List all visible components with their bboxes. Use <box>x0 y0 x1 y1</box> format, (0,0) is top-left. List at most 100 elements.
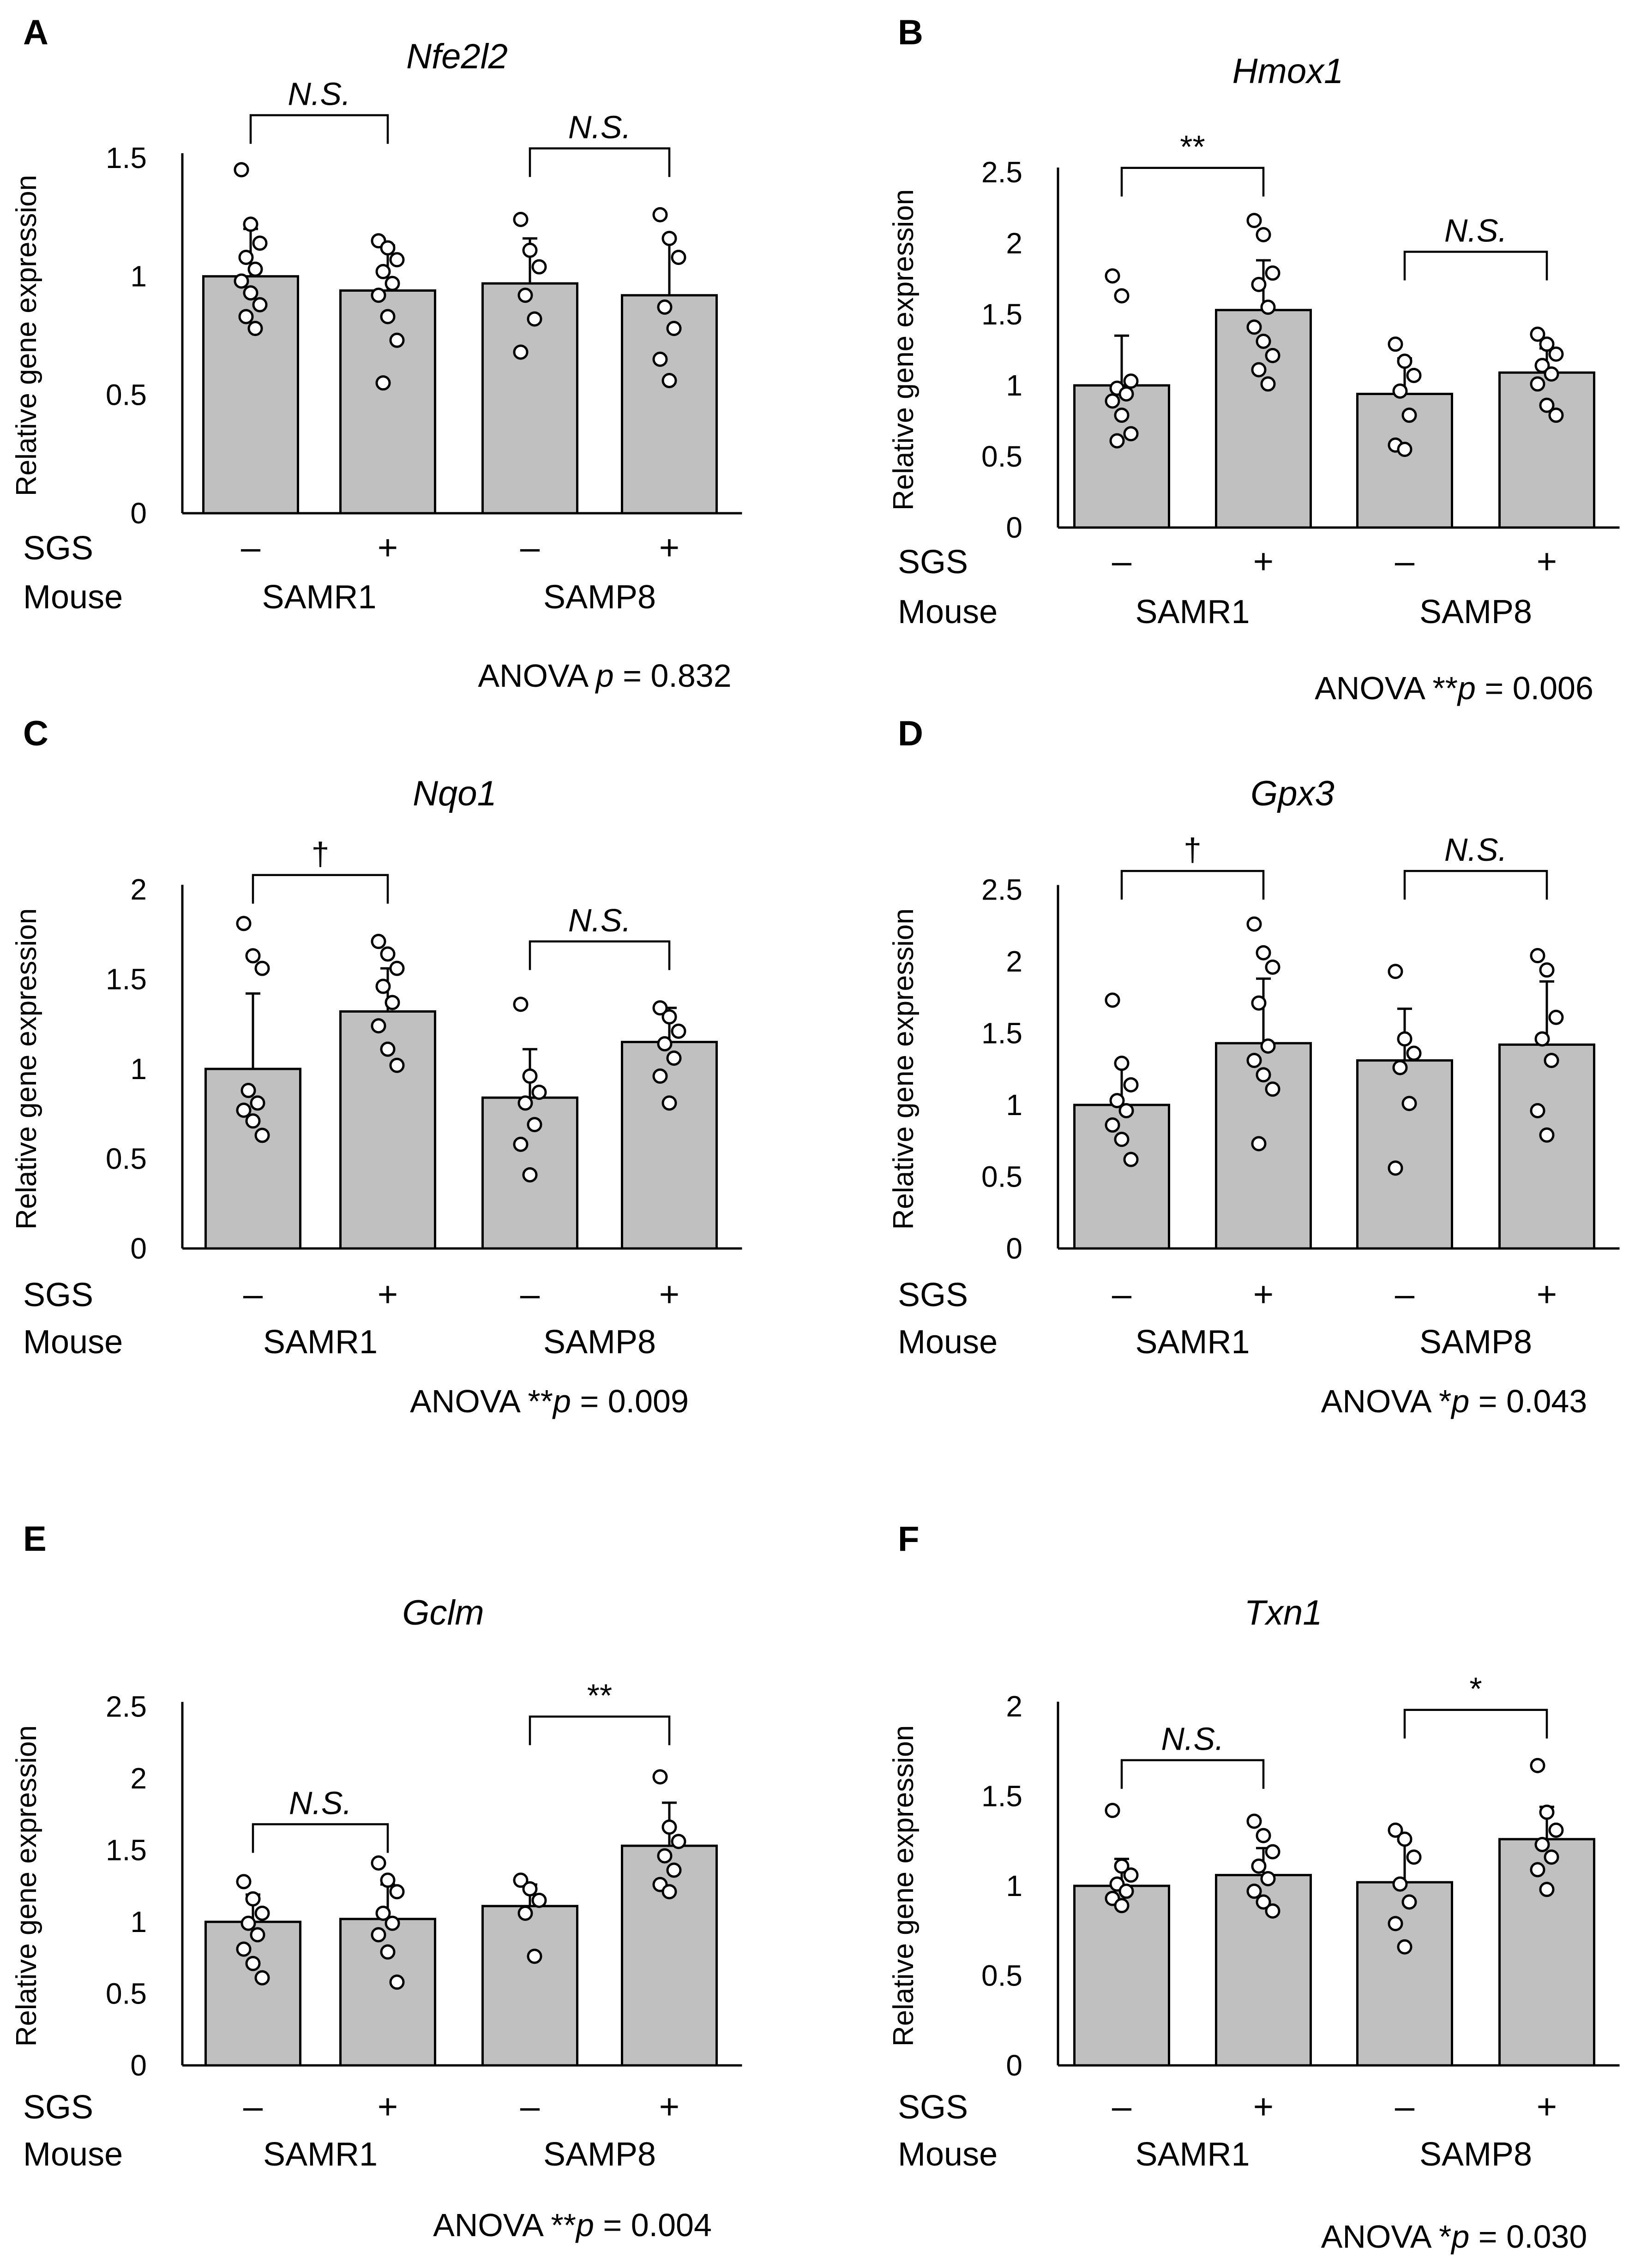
data-point <box>1398 443 1411 456</box>
data-point <box>667 1864 680 1877</box>
sgs-row-label: SGS <box>898 2089 968 2126</box>
data-point <box>381 1874 394 1887</box>
y-tick-label: 1.5 <box>106 963 147 996</box>
significance-label: N.S. <box>1444 212 1507 248</box>
anova-prefix: ANOVA <box>478 658 595 694</box>
data-point <box>1252 363 1265 376</box>
data-point <box>1252 1137 1265 1150</box>
data-point <box>528 1950 541 1963</box>
bar <box>1358 1882 1452 2065</box>
data-point <box>1252 278 1265 291</box>
data-point <box>1120 1104 1133 1117</box>
y-tick-label: 1.5 <box>106 141 147 174</box>
data-point <box>381 241 394 254</box>
data-point <box>249 322 262 335</box>
data-point <box>1248 1885 1261 1898</box>
significance-bracket <box>1405 252 1547 280</box>
data-point <box>663 1097 676 1110</box>
chart-title: Gpx3 <box>1250 774 1334 813</box>
data-point <box>523 1169 536 1182</box>
data-point <box>377 377 390 390</box>
data-point <box>1120 1885 1133 1898</box>
sgs-sign: – <box>1112 2087 1132 2126</box>
sgs-sign: – <box>1395 542 1415 581</box>
mouse-row-label: Mouse <box>898 594 998 630</box>
data-point <box>1266 960 1279 973</box>
data-point <box>523 1070 536 1083</box>
data-point <box>1262 1039 1274 1052</box>
significance-label: ** <box>1180 129 1205 165</box>
data-point <box>240 310 252 323</box>
data-point <box>1257 335 1270 348</box>
data-point <box>1407 1851 1420 1864</box>
data-point <box>1257 1068 1270 1081</box>
significance-bracket <box>1405 1710 1547 1739</box>
data-point <box>1257 946 1270 959</box>
data-point <box>1398 355 1411 368</box>
sgs-sign: + <box>1253 542 1274 581</box>
anova-stars: * <box>1439 1383 1451 1419</box>
significance-label: ** <box>587 1677 612 1713</box>
data-point <box>377 265 390 278</box>
y-axis-label: Relative gene expression <box>888 1725 920 2046</box>
data-point <box>1536 1032 1549 1045</box>
data-point <box>249 263 262 276</box>
chart-panel-c: CNqo100.511.52Relative gene expression†N… <box>11 714 742 1419</box>
y-tick-label: 0 <box>130 497 147 530</box>
chart-title: Nqo1 <box>413 774 497 813</box>
data-point <box>658 1849 671 1862</box>
mouse-group-label: SAMR1 <box>1135 594 1250 630</box>
data-point <box>1398 1032 1411 1045</box>
anova-p: p <box>595 658 614 694</box>
bar <box>1500 1839 1594 2065</box>
significance-bracket <box>1122 1760 1263 1789</box>
mouse-group-label: SAMR1 <box>1135 1324 1250 1361</box>
mouse-group-label: SAMP8 <box>543 2136 656 2173</box>
data-point <box>381 948 394 960</box>
y-tick-label: 0 <box>1006 1232 1022 1265</box>
data-point <box>1389 1162 1402 1175</box>
y-axis-label: Relative gene expression <box>11 1725 42 2046</box>
significance-bracket <box>530 149 669 177</box>
y-tick-label: 0 <box>130 1232 147 1265</box>
data-point <box>253 298 266 311</box>
data-point <box>1266 349 1279 362</box>
chart-title: Txn1 <box>1244 1593 1322 1632</box>
bar <box>1500 1044 1594 1248</box>
data-point <box>672 1025 685 1038</box>
data-point <box>391 1059 403 1072</box>
data-point <box>1115 1899 1128 1912</box>
anova-p: p <box>1450 1383 1469 1419</box>
significance-label: N.S. <box>568 109 631 145</box>
y-tick-label: 0.5 <box>981 1160 1022 1194</box>
data-point <box>1266 1845 1279 1858</box>
y-tick-label: 0.5 <box>106 1977 147 2010</box>
sgs-sign: + <box>1253 1275 1274 1314</box>
sgs-sign: – <box>243 1275 263 1314</box>
data-point <box>658 300 671 313</box>
panel-letter: A <box>23 13 48 52</box>
data-point <box>242 1917 255 1930</box>
mouse-row-label: Mouse <box>23 1324 123 1361</box>
y-tick-label: 0.5 <box>981 440 1022 473</box>
data-point <box>381 310 394 323</box>
data-point <box>514 213 527 226</box>
sgs-row-label: SGS <box>23 2089 93 2126</box>
chart-panel-d: DGpx300.511.522.5Relative gene expressio… <box>888 714 1620 1419</box>
data-point <box>1111 434 1124 447</box>
data-point <box>1531 1863 1544 1876</box>
data-point <box>1550 348 1563 360</box>
data-point <box>377 980 390 993</box>
sgs-sign: + <box>1537 542 1557 581</box>
sgs-sign: – <box>1112 1275 1132 1314</box>
data-point <box>251 1097 264 1110</box>
data-point <box>523 244 536 257</box>
data-point <box>237 1943 250 1956</box>
data-point <box>1550 409 1563 422</box>
anova-annotation: ANOVA p = 0.832 <box>478 658 731 694</box>
bar <box>341 1919 435 2065</box>
data-point <box>372 289 385 302</box>
data-point <box>514 998 527 1011</box>
data-point <box>1106 395 1119 408</box>
chart-title: Gclm <box>402 1593 484 1632</box>
